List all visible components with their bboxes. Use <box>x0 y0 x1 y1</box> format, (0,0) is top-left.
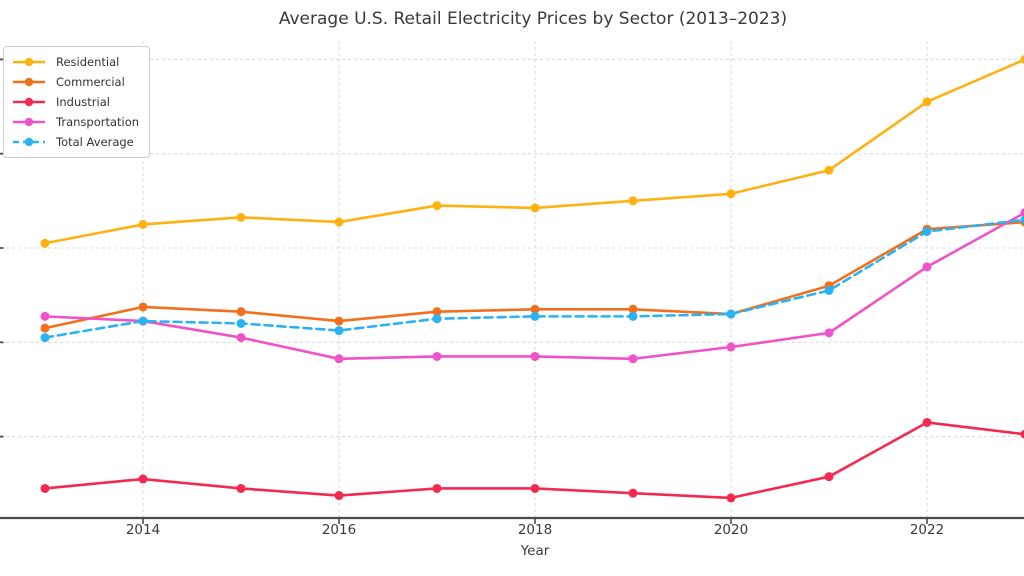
legend-item-residential: Residential <box>12 52 145 72</box>
legend-label: Total Average <box>56 135 134 149</box>
x-tick-label: 2016 <box>321 522 357 538</box>
data-point-commercial-2018 <box>530 304 540 314</box>
data-point-residential-2021 <box>824 165 834 175</box>
legend-swatch-icon <box>13 77 45 87</box>
legend-label: Industrial <box>56 95 110 109</box>
data-point-transportation-2022 <box>922 262 932 272</box>
data-point-total-average-2018 <box>530 311 540 321</box>
data-point-transportation-2017 <box>432 351 442 361</box>
data-point-residential-2013 <box>40 238 50 248</box>
data-point-total-average-2014 <box>138 316 148 326</box>
data-point-total-average-2019 <box>628 311 638 321</box>
data-point-transportation-2021 <box>824 328 834 338</box>
data-point-industrial-2018 <box>530 483 540 493</box>
series-line-total-average <box>43 218 1024 339</box>
legend-label: Residential <box>56 55 120 69</box>
data-point-commercial-2013 <box>40 323 50 333</box>
data-point-commercial-2019 <box>628 304 638 314</box>
legend-swatch-icon <box>13 117 45 127</box>
data-point-total-average-2013 <box>40 333 50 343</box>
data-point-transportation-2016 <box>334 354 344 364</box>
data-point-industrial-2020 <box>726 493 736 503</box>
data-point-industrial-2021 <box>824 472 834 482</box>
chart-title: Average U.S. Retail Electricity Prices b… <box>278 9 788 29</box>
legend: Residential Commercial Industrial Transport… <box>3 46 150 158</box>
x-axis-title: Year <box>520 543 550 559</box>
data-point-transportation-2018 <box>530 351 540 361</box>
legend-item-commercial: Commercial <box>12 72 145 92</box>
data-point-transportation-2013 <box>40 311 50 321</box>
data-point-total-average-2022 <box>922 226 932 236</box>
data-point-industrial-2014 <box>138 474 148 484</box>
data-point-residential-2019 <box>628 196 638 206</box>
data-point-commercial-2017 <box>432 307 442 317</box>
data-point-industrial-2017 <box>432 483 442 493</box>
data-point-residential-2016 <box>334 217 344 227</box>
x-tick-label: 2022 <box>909 522 945 538</box>
data-point-industrial-2015 <box>236 483 246 493</box>
x-tick-label: 2020 <box>713 522 749 538</box>
data-point-industrial-2013 <box>40 483 50 493</box>
legend-swatch-icon <box>13 57 45 67</box>
x-tick-label: 2018 <box>517 522 553 538</box>
data-point-residential-2017 <box>432 201 442 211</box>
data-point-residential-2020 <box>726 189 736 199</box>
data-point-total-average-2017 <box>432 314 442 324</box>
data-point-commercial-2016 <box>334 316 344 326</box>
data-point-transportation-2015 <box>236 333 246 343</box>
data-point-total-average-2016 <box>334 326 344 336</box>
data-point-total-average-2023 <box>1020 215 1024 225</box>
x-tick-label: 2014 <box>125 522 161 538</box>
data-point-residential-2014 <box>138 219 148 229</box>
data-point-industrial-2023 <box>1020 429 1024 439</box>
data-point-industrial-2016 <box>334 491 344 501</box>
data-point-residential-2023 <box>1020 55 1024 64</box>
legend-swatch-icon <box>13 137 45 147</box>
legend-swatch-icon <box>13 97 45 107</box>
data-point-residential-2015 <box>236 212 246 222</box>
data-point-transportation-2019 <box>628 354 638 364</box>
data-point-industrial-2022 <box>922 417 932 427</box>
legend-label: Commercial <box>56 75 125 89</box>
data-point-commercial-2014 <box>138 302 148 312</box>
data-point-commercial-2015 <box>236 307 246 317</box>
data-point-transportation-2023 <box>1020 208 1024 218</box>
data-point-total-average-2021 <box>824 285 834 295</box>
legend-item-transportation: Transportation <box>12 112 145 132</box>
legend-label: Transportation <box>56 115 140 129</box>
data-point-residential-2022 <box>922 97 932 107</box>
legend-item-industrial: Industrial <box>12 92 145 112</box>
legend-item-total-average: Total Average <box>12 132 145 152</box>
data-point-residential-2018 <box>530 203 540 213</box>
data-point-total-average-2015 <box>236 318 246 328</box>
data-point-industrial-2019 <box>628 488 638 498</box>
data-point-total-average-2020 <box>726 309 736 319</box>
data-point-transportation-2020 <box>726 342 736 352</box>
